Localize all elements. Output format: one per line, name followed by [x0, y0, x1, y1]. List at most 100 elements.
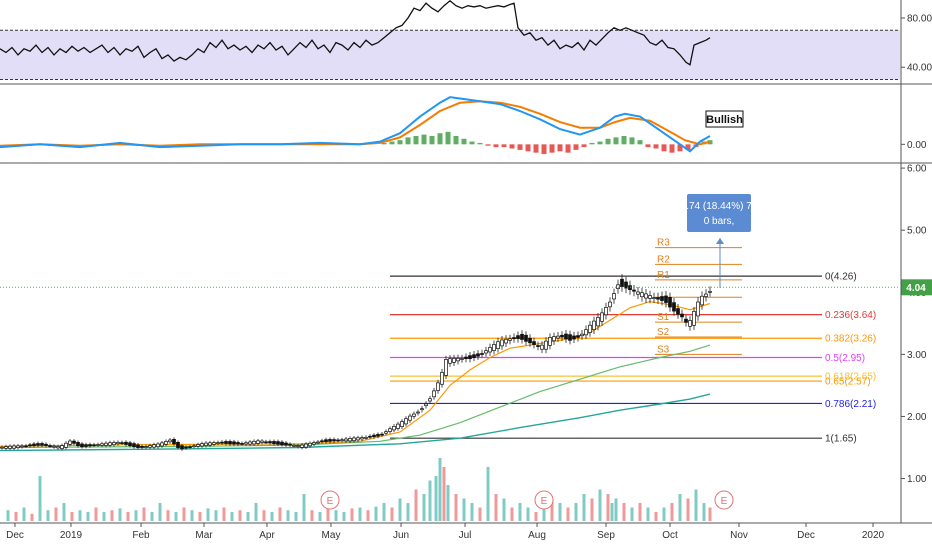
- volume-bar: [22, 507, 26, 521]
- volume-bar: [442, 467, 446, 521]
- candle-body: [208, 442, 212, 446]
- candle-body: [332, 439, 336, 442]
- x-tick-label: Sep: [597, 530, 615, 541]
- candle-body: [164, 441, 168, 445]
- x-tick-label: Dec: [6, 530, 24, 541]
- earnings-marker-circle: [714, 490, 734, 510]
- candle-body: [676, 308, 680, 315]
- candle-body: [352, 437, 356, 441]
- candle-body: [580, 333, 584, 337]
- volume-bar: [374, 506, 378, 521]
- volume-bar: [14, 512, 18, 521]
- volume-bar: [326, 507, 330, 521]
- candle-body: [60, 445, 64, 449]
- candle-body: [256, 440, 260, 444]
- macd-histogram-bar: [629, 137, 635, 145]
- candle-body: [564, 333, 568, 340]
- candle-body: [444, 359, 448, 376]
- candle-body: [236, 442, 240, 445]
- volume-bar: [118, 508, 122, 521]
- price-tick-label: 2.00: [907, 412, 927, 423]
- volume-bar: [542, 503, 546, 521]
- candle-body: [668, 297, 672, 308]
- macd-histogram-bar: [549, 144, 555, 153]
- macd-histogram-bar: [461, 138, 467, 145]
- volume-bar: [86, 512, 90, 521]
- macd-histogram-bar: [501, 144, 507, 148]
- price-tick-label: 5.00: [907, 226, 927, 237]
- volume-bar: [518, 503, 522, 521]
- volume-bar: [610, 503, 614, 521]
- candle-body: [424, 403, 428, 407]
- candle-body: [180, 445, 184, 450]
- measure-tool[interactable]: 0.74 (18.44%) 74 0 bars,: [681, 194, 758, 288]
- x-tick-label: Jun: [393, 530, 409, 541]
- volume-bar: [182, 507, 186, 521]
- volume-bar: [158, 503, 162, 521]
- candle-body: [376, 434, 380, 437]
- candle-body: [552, 336, 556, 342]
- fib-level-label: 0.786(2.21): [825, 399, 876, 410]
- macd-histogram-bar: [413, 136, 419, 145]
- volume-bar: [638, 503, 642, 521]
- candle-body: [568, 334, 572, 341]
- candle-body: [652, 297, 656, 299]
- candle-body: [520, 333, 524, 340]
- rsi-overbought-oversold-band: [0, 30, 900, 80]
- earnings-marker[interactable]: E: [714, 490, 734, 510]
- candle-body: [340, 439, 344, 442]
- time-axis[interactable]: Dec 2019 Feb Mar Apr May Jun Jul Aug Sep Oct Nov Dec…: [6, 523, 885, 541]
- candle-body: [48, 445, 52, 447]
- volume-bar: [94, 507, 98, 521]
- candle-body: [136, 444, 140, 448]
- candle-body: [640, 292, 644, 298]
- x-tick-label: Mar: [195, 530, 213, 541]
- volume-bar: [414, 489, 418, 521]
- candle-body: [584, 329, 588, 336]
- pivot-level-label: R3: [657, 238, 670, 249]
- volume-bar: [486, 467, 490, 521]
- candle-body: [396, 423, 400, 429]
- x-tick-label: Aug: [528, 530, 546, 541]
- candle-body: [704, 293, 708, 297]
- macd-histogram-bar: [485, 144, 491, 146]
- candle-body: [504, 338, 508, 344]
- candle-body: [80, 443, 84, 448]
- candle-body: [596, 317, 600, 327]
- volume-bar: [222, 507, 226, 521]
- candle-body: [604, 307, 608, 316]
- volume-bar: [102, 512, 106, 521]
- candle-body: [128, 442, 132, 446]
- candle-body: [108, 442, 112, 446]
- candle-body: [680, 313, 684, 318]
- candle-body: [188, 446, 192, 449]
- volume-bar: [358, 507, 362, 521]
- macd-histogram-bar: [597, 141, 603, 145]
- candle-body: [276, 441, 280, 445]
- macd-histogram-bar: [565, 144, 571, 153]
- macd-histogram-bar: [437, 133, 443, 145]
- candle-body: [456, 357, 460, 362]
- candle-body: [296, 445, 300, 447]
- volume-bar: [438, 458, 442, 521]
- bullish-label: Bullish: [705, 110, 744, 128]
- macd-histogram-bar: [677, 144, 683, 152]
- x-tick-label: Oct: [662, 530, 678, 541]
- macd-histogram-bar: [429, 136, 435, 145]
- volume-bar: [574, 503, 578, 521]
- candle-body: [588, 324, 592, 333]
- macd-histogram-bar: [581, 144, 587, 148]
- macd-histogram-bar: [685, 144, 691, 150]
- volume-bar: [286, 510, 290, 521]
- earnings-marker[interactable]: E: [534, 490, 554, 510]
- volume-bar: [678, 494, 682, 521]
- fib-level-label: 0.5(2.95): [825, 353, 865, 364]
- candle-body: [664, 295, 668, 303]
- volume-bar: [190, 510, 194, 521]
- candle-body: [436, 382, 440, 391]
- earnings-marker[interactable]: E: [320, 490, 340, 510]
- volume-bar: [654, 512, 658, 521]
- candle-body: [148, 445, 152, 448]
- candle-body: [500, 339, 504, 347]
- candle-body: [96, 444, 100, 446]
